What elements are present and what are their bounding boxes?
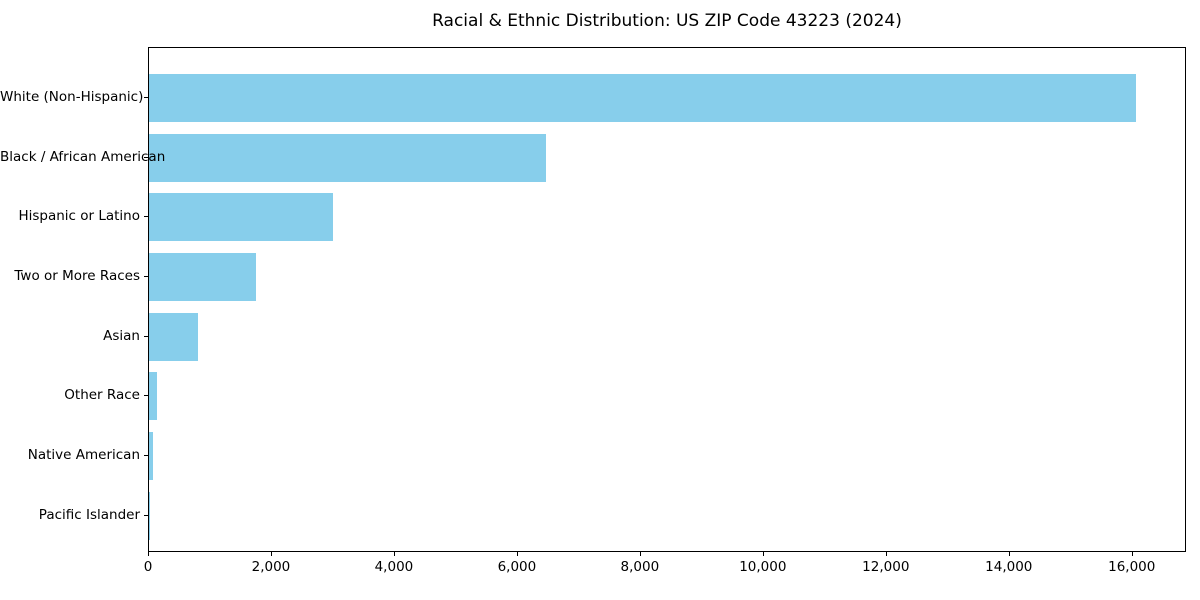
bar-other-race: [149, 372, 157, 421]
y-tick-pacific-islander: [144, 514, 148, 516]
x-tick-10000: [762, 552, 765, 556]
y-label-pacific-islander: Pacific Islander: [38, 506, 140, 523]
x-label-14000: 14,000: [985, 559, 1033, 575]
x-tick-14000: [1008, 552, 1010, 556]
y-tick-native-american: [144, 454, 148, 457]
x-tick-2000: [270, 552, 273, 556]
x-label-6000: 6,000: [497, 559, 537, 575]
chart-title: Racial & Ethnic Distribution: US ZIP Cod…: [432, 11, 902, 31]
y-tick-two-or-more-races: [144, 275, 148, 278]
y-label-hispanic-or-latino: Hispanic or Latino: [18, 208, 140, 225]
bar-native-american: [149, 431, 153, 480]
x-label-16000: 16,000: [1108, 559, 1156, 575]
bar-hispanic-or-latino: [149, 193, 333, 242]
bar-asian: [149, 312, 199, 361]
y-tick-asian: [144, 335, 148, 337]
y-label-native-american: Native American: [27, 446, 140, 463]
y-label-white-non-hispanic: White (Non-Hispanic): [0, 89, 144, 105]
bar-black-african-american: [149, 133, 546, 182]
y-label-other-race: Other Race: [64, 387, 140, 404]
x-label-8000: 8,000: [620, 559, 660, 575]
x-label-12000: 12,000: [862, 559, 910, 575]
bar-two-or-more-races: [149, 252, 256, 301]
bar-pacific-islander: [149, 491, 150, 540]
x-tick-8000: [639, 552, 642, 556]
y-tick-hispanic-or-latino: [144, 216, 148, 218]
bar-white-non-hispanic: [149, 74, 1136, 122]
x-tick-6000: [516, 552, 519, 556]
x-tick-4000: [393, 552, 396, 556]
plot-area: [148, 47, 1186, 552]
x-tick-0: [148, 552, 150, 556]
y-tick-black-african-american: [144, 156, 148, 158]
y-tick-white-non-hispanic: [144, 97, 148, 99]
x-label-10000: 10,000: [739, 559, 787, 575]
x-label-0: 0: [143, 559, 153, 575]
x-tick-16000: [1131, 552, 1133, 556]
x-label-2000: 2,000: [251, 559, 291, 575]
y-label-black-african-american: Black / African American: [0, 148, 166, 165]
x-label-4000: 4,000: [374, 559, 414, 575]
y-tick-other-race: [144, 395, 148, 397]
y-label-two-or-more-races: Two or More Races: [14, 267, 140, 284]
y-label-asian: Asian: [103, 327, 140, 344]
x-tick-12000: [885, 552, 887, 556]
